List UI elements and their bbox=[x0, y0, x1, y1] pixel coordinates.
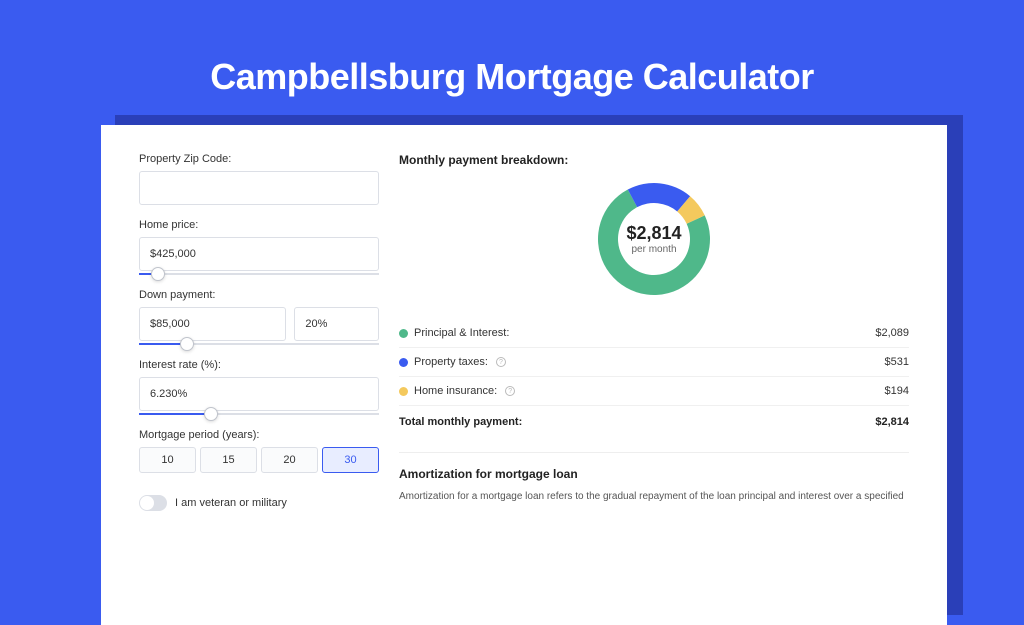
donut-total-sub: per month bbox=[626, 244, 681, 255]
page-title: Campbellsburg Mortgage Calculator bbox=[0, 0, 1024, 98]
zip-input[interactable] bbox=[139, 171, 379, 205]
legend-row: Principal & Interest: $2,089 bbox=[399, 319, 909, 347]
legend-row: Property taxes:? $531 bbox=[399, 347, 909, 376]
legend-label: Home insurance: bbox=[414, 385, 497, 397]
period-button-group: 10152030 bbox=[139, 447, 379, 473]
info-icon[interactable]: ? bbox=[505, 386, 515, 396]
down-payment-percent-input[interactable] bbox=[294, 307, 379, 341]
amortization-title: Amortization for mortgage loan bbox=[399, 452, 909, 481]
veteran-toggle[interactable] bbox=[139, 495, 167, 511]
home-price-input[interactable] bbox=[139, 237, 379, 271]
legend-label: Property taxes: bbox=[414, 356, 488, 368]
period-button-10[interactable]: 10 bbox=[139, 447, 196, 473]
calculator-card: Property Zip Code: Home price: Down paym… bbox=[101, 125, 947, 625]
total-value: $2,814 bbox=[875, 416, 909, 428]
down-payment-slider[interactable] bbox=[139, 343, 379, 345]
interest-rate-input[interactable] bbox=[139, 377, 379, 411]
interest-rate-slider[interactable] bbox=[139, 413, 379, 415]
breakdown-title: Monthly payment breakdown: bbox=[399, 153, 909, 167]
amortization-text: Amortization for a mortgage loan refers … bbox=[399, 489, 909, 504]
legend-value: $531 bbox=[885, 356, 909, 368]
down-payment-label: Down payment: bbox=[139, 289, 379, 301]
form-column: Property Zip Code: Home price: Down paym… bbox=[139, 153, 379, 597]
home-price-slider[interactable] bbox=[139, 273, 379, 275]
total-row: Total monthly payment: $2,814 bbox=[399, 405, 909, 442]
period-button-20[interactable]: 20 bbox=[261, 447, 318, 473]
toggle-knob bbox=[140, 496, 154, 510]
legend-dot-icon bbox=[399, 358, 408, 367]
period-button-30[interactable]: 30 bbox=[322, 447, 379, 473]
period-label: Mortgage period (years): bbox=[139, 429, 379, 441]
interest-rate-label: Interest rate (%): bbox=[139, 359, 379, 371]
legend-list: Principal & Interest: $2,089 Property taxe… bbox=[399, 319, 909, 405]
legend-value: $2,089 bbox=[875, 327, 909, 339]
veteran-label: I am veteran or military bbox=[175, 497, 287, 509]
legend-dot-icon bbox=[399, 329, 408, 338]
legend-label: Principal & Interest: bbox=[414, 327, 509, 339]
breakdown-column: Monthly payment breakdown: $2,814 per mo… bbox=[399, 153, 909, 597]
legend-row: Home insurance:? $194 bbox=[399, 376, 909, 405]
total-label: Total monthly payment: bbox=[399, 416, 522, 428]
donut-chart: $2,814 per month bbox=[399, 179, 909, 299]
down-payment-amount-input[interactable] bbox=[139, 307, 286, 341]
home-price-label: Home price: bbox=[139, 219, 379, 231]
donut-total-amount: $2,814 bbox=[626, 223, 681, 244]
legend-value: $194 bbox=[885, 385, 909, 397]
period-button-15[interactable]: 15 bbox=[200, 447, 257, 473]
info-icon[interactable]: ? bbox=[496, 357, 506, 367]
legend-dot-icon bbox=[399, 387, 408, 396]
zip-label: Property Zip Code: bbox=[139, 153, 379, 165]
donut-slice bbox=[628, 183, 690, 211]
